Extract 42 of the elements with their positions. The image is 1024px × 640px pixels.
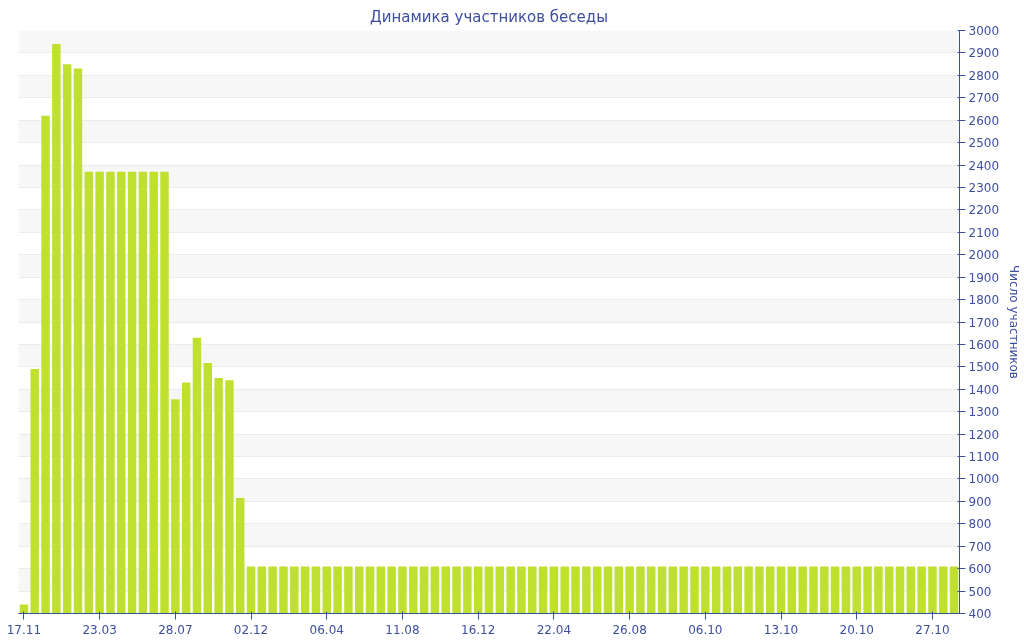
y-tick-label: 1800 [968,293,1000,308]
y-tick-label: 800 [968,517,992,532]
y-tick-label: 1400 [968,382,1000,397]
y-tick-label: 2900 [968,46,1000,61]
x-tick-label: 22.04 [536,622,572,637]
x-tick-label: 17.11 [6,622,42,637]
y-tick-label: 1600 [968,337,1000,352]
y-tick-label: 500 [968,584,992,599]
x-tick-label: 16.12 [461,622,496,637]
y-axis-title: Число участников [1007,265,1022,379]
y-tick-label: 700 [968,539,992,554]
x-tick-label: 11.08 [385,622,420,637]
y-tick-label: 2000 [968,248,1000,263]
y-tick-label: 1200 [968,427,1000,442]
y-tick-label: 600 [968,562,992,577]
y-tick-label: 1100 [968,450,1000,465]
x-tick-label: 26.08 [612,622,647,637]
y-tick-label: 3000 [968,24,1000,38]
x-tick-label: 20.10 [839,622,874,637]
y-tick-label: 2700 [968,91,1000,106]
y-tick-label: 2600 [968,113,1000,128]
x-tick-label: 23.03 [82,622,117,637]
chart-title: Динамика участников беседы [369,7,609,26]
y-tick-label: 900 [968,494,992,509]
x-tick-label: 06.04 [309,622,344,637]
x-tick-label: 27.10 [915,622,950,637]
y-tick-label: 2400 [968,158,1000,173]
y-tick-label: 1700 [968,315,1000,330]
y-tick-label: 1900 [968,270,1000,285]
y-tick-label: 2500 [968,136,1000,151]
y-tick-label: 400 [968,607,992,621]
y-tick-label: 2200 [968,203,1000,218]
x-tick-label: 28.07 [158,622,193,637]
x-tick-label: 06.10 [688,622,723,637]
y-tick-label: 1500 [968,360,1000,375]
y-tick-label: 2800 [968,68,1000,83]
y-tick-label: 1300 [968,405,1000,420]
y-tick-label: 2100 [968,225,1000,240]
y-tick-label: 2300 [968,180,1000,195]
x-tick-label: 02.12 [233,622,269,637]
x-tick-label: 13.10 [763,622,799,637]
y-tick-label: 1000 [968,472,1000,487]
